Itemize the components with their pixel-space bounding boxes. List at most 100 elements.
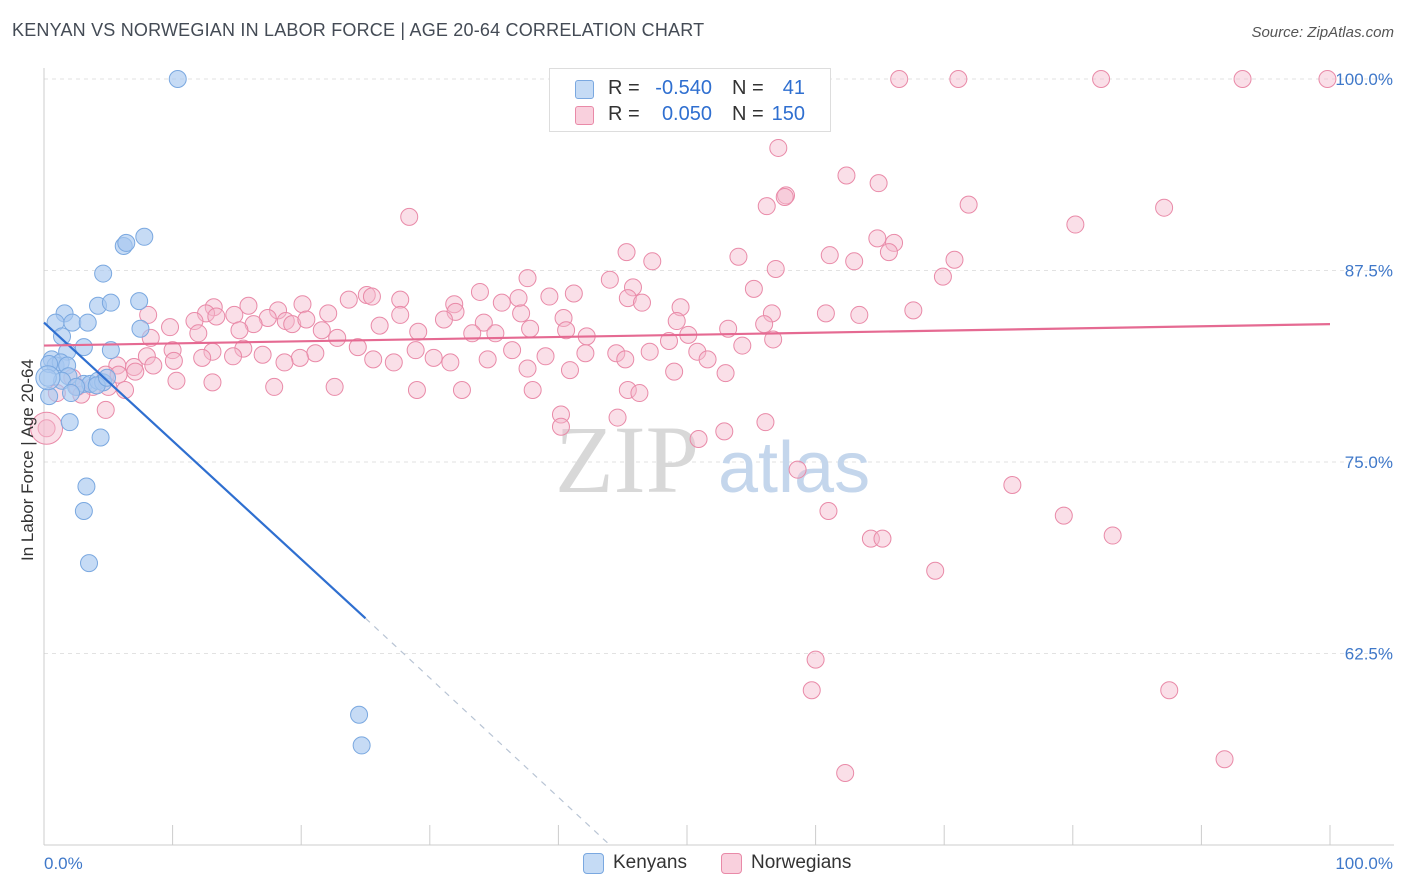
trend-line-kenyans-extension [365, 617, 611, 846]
data-point [607, 344, 626, 363]
data-point [101, 293, 120, 312]
data-point [391, 290, 410, 309]
data-point [890, 70, 909, 88]
y-tick-label: 62.5% [1345, 645, 1393, 664]
data-point [225, 305, 244, 324]
data-point [600, 270, 619, 289]
data-point [806, 650, 825, 669]
data-point [328, 328, 347, 347]
data-point [945, 250, 964, 269]
data-point [352, 736, 371, 755]
data-point [452, 380, 471, 399]
data-point [117, 233, 136, 252]
data-point [671, 298, 690, 317]
data-point [283, 315, 302, 334]
data-point [837, 166, 856, 185]
data-point [319, 304, 338, 323]
data-point [74, 338, 93, 357]
data-point [576, 344, 595, 363]
data-point [503, 341, 522, 360]
legend-r-value: 0.050 [661, 103, 712, 125]
data-point [407, 380, 426, 399]
watermark: ZIP atlas [555, 406, 870, 513]
data-point [733, 336, 752, 355]
data-point [492, 293, 511, 312]
data-point [667, 312, 686, 331]
legend-row-norwegians: R = 0.050 N = 150 [550, 101, 830, 127]
data-point [253, 345, 272, 364]
data-point [131, 319, 150, 338]
data-point [659, 331, 678, 350]
data-point [769, 138, 788, 157]
data-point [339, 290, 358, 309]
series-kenyans [35, 70, 371, 755]
data-point [521, 319, 540, 338]
legend-label-norwegians: Norwegians [751, 852, 852, 873]
data-point [926, 561, 945, 580]
data-point [904, 301, 923, 320]
data-point [91, 428, 110, 447]
data-point [130, 292, 149, 311]
data-point [126, 362, 145, 381]
data-point [716, 364, 735, 383]
data-point [161, 318, 180, 337]
data-point [1160, 681, 1179, 700]
series-legend: Kenyans Norwegians [0, 850, 1406, 880]
y-axis-label: In Labor Force | Age 20-64 [18, 359, 37, 561]
data-point [207, 307, 226, 326]
series-norwegians [30, 70, 1337, 782]
data-point [719, 319, 738, 338]
data-point [265, 377, 284, 396]
data-point [445, 295, 464, 314]
legend-r-label: R = [608, 77, 640, 99]
data-point [788, 460, 807, 479]
data-point [441, 353, 460, 372]
data-point [518, 269, 537, 288]
data-point [632, 293, 651, 312]
data-point [96, 400, 115, 419]
data-point [688, 342, 707, 361]
data-point [643, 252, 662, 271]
legend-n-value: 41 [782, 77, 805, 99]
chart-title: KENYAN VS NORWEGIAN IN LABOR FORCE | AGE… [12, 20, 705, 40]
data-point [434, 310, 453, 329]
trend-lines [43, 321, 1331, 846]
watermark-atlas: atlas [718, 428, 870, 508]
data-point [879, 243, 898, 262]
data-point [850, 305, 869, 324]
data-point [30, 411, 64, 445]
data-point [137, 347, 156, 366]
data-point [224, 347, 243, 366]
legend-r-value: -0.540 [655, 77, 712, 99]
data-point [630, 384, 649, 403]
data-point [551, 405, 570, 424]
data-point [820, 246, 839, 265]
data-point [1215, 750, 1234, 769]
data-point [616, 350, 635, 369]
y-tick-label: 100.0% [1335, 70, 1393, 89]
data-point [167, 371, 186, 390]
data-point [1103, 526, 1122, 545]
data-point [77, 477, 96, 496]
data-point [98, 368, 117, 387]
data-point [755, 315, 774, 334]
watermark-zip: ZIP [555, 406, 699, 513]
data-point [1054, 506, 1073, 525]
data-point [766, 259, 785, 278]
data-point [350, 705, 369, 724]
data-point [164, 351, 183, 370]
data-point [384, 353, 403, 372]
data-point [1092, 70, 1111, 88]
trend-line-kenyans [43, 321, 367, 620]
data-point [536, 347, 555, 366]
data-point [1003, 475, 1022, 494]
data-point [293, 295, 312, 314]
data-point [608, 408, 627, 427]
legend-n-value: 150 [771, 103, 805, 125]
data-point [94, 264, 113, 283]
data-point [193, 348, 212, 367]
legend-r-label: R = [608, 103, 640, 125]
data-point [618, 289, 637, 308]
data-point [406, 341, 425, 360]
